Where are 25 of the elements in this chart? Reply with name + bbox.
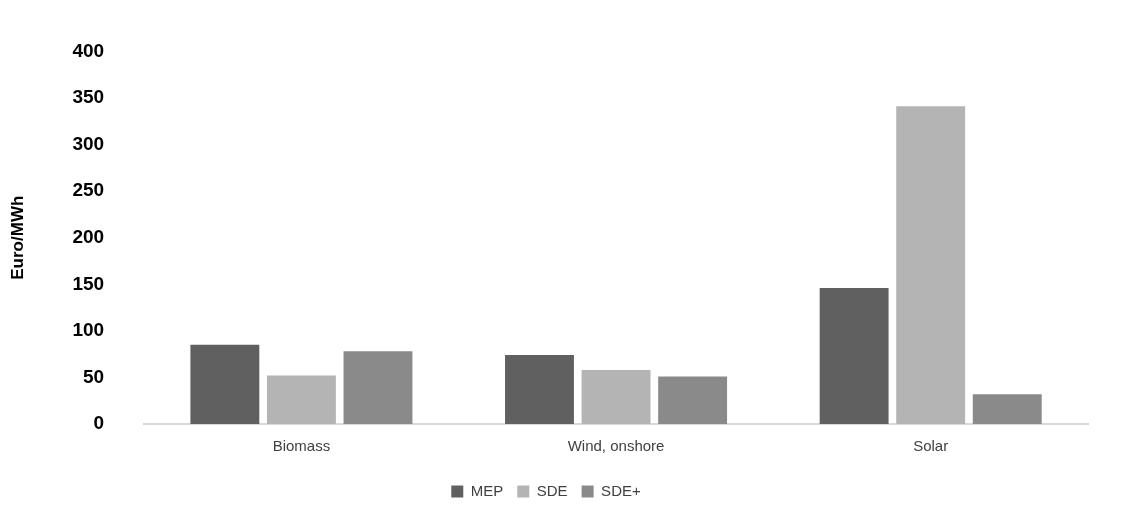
y-tick-label: 0 [93,412,105,434]
x-tick-label: Biomass [272,437,331,455]
y-tick-label: 300 [72,132,105,154]
y-tick-label: 350 [72,86,105,108]
bar [972,394,1042,424]
x-tick-label: Wind, onshore [567,437,665,455]
y-tick-label: 50 [82,365,105,387]
bar [505,355,574,424]
bar [266,375,336,424]
y-tick-label: 200 [72,225,105,247]
bar [658,376,728,424]
bar [581,369,651,424]
y-tick-label: 100 [72,319,105,341]
legend-label: SDE [536,481,568,499]
bar [896,106,966,424]
y-tick-label: 250 [72,179,105,201]
bar [343,351,413,424]
y-tick-label: 150 [72,272,105,294]
bar [190,344,260,424]
y-tick-label: 400 [72,39,105,61]
legend-label: SDE+ [601,481,641,499]
bar [819,288,889,424]
x-tick-label: Solar [913,437,949,455]
y-axis-title: Euro/MWh [7,195,27,280]
legend-label: MEP [470,481,504,499]
